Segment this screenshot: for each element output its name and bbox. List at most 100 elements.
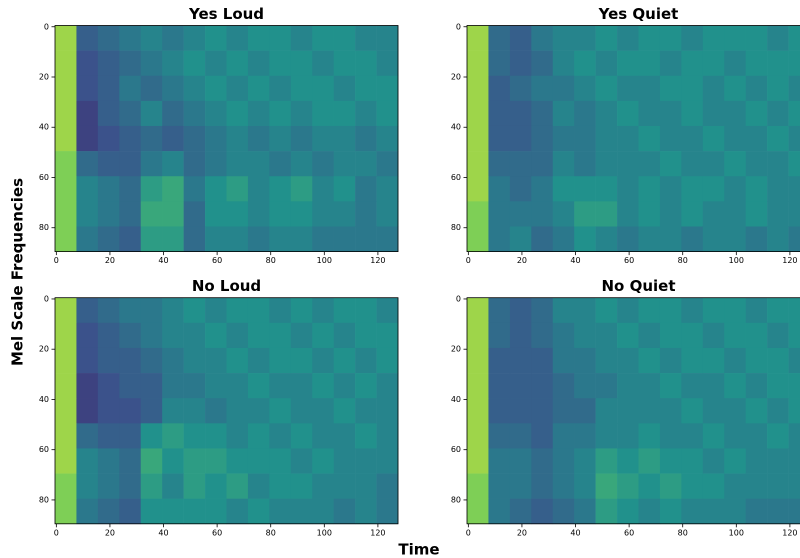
heatmap-cell bbox=[184, 226, 206, 251]
heatmap-cell bbox=[767, 126, 789, 151]
heatmap-cell bbox=[617, 201, 639, 226]
heatmap-cell bbox=[269, 226, 291, 251]
heatmap-cell bbox=[553, 176, 575, 201]
heatmap-cell bbox=[488, 176, 510, 201]
heatmap-cell bbox=[553, 126, 575, 151]
heatmap-cell bbox=[291, 298, 313, 323]
heatmap-cell bbox=[334, 176, 356, 201]
heatmap-cell bbox=[660, 398, 682, 423]
heatmap-cell bbox=[312, 348, 334, 373]
heatmap-cell bbox=[531, 398, 553, 423]
heatmap-cell bbox=[205, 26, 227, 51]
heatmap-cell bbox=[355, 176, 377, 201]
x-tick-label: 80 bbox=[678, 528, 688, 537]
heatmap-cell bbox=[660, 499, 682, 524]
heatmap-cell bbox=[205, 51, 227, 76]
chart-title: Yes Quiet bbox=[598, 5, 679, 23]
heatmap-cell bbox=[227, 423, 249, 448]
heatmap-cell bbox=[248, 323, 270, 348]
heatmap-cell bbox=[55, 323, 77, 348]
heatmap-cell bbox=[531, 448, 553, 473]
heatmap-cell bbox=[746, 448, 768, 473]
heatmap-cell bbox=[162, 126, 184, 151]
heatmap-cell bbox=[724, 26, 746, 51]
heatmap-cell bbox=[531, 423, 553, 448]
heatmap-cell bbox=[334, 474, 356, 499]
y-tick-label: 0 bbox=[44, 22, 49, 31]
heatmap-cell bbox=[76, 201, 98, 226]
heatmap-cell bbox=[205, 499, 227, 524]
heatmap-cell bbox=[227, 226, 249, 251]
x-tick-label: 60 bbox=[212, 528, 222, 537]
heatmap-cell bbox=[76, 126, 98, 151]
x-tick-label: 0 bbox=[54, 528, 59, 537]
x-tick-label: 100 bbox=[729, 256, 744, 265]
heatmap-cell bbox=[767, 151, 789, 176]
heatmap-cell bbox=[767, 448, 789, 473]
heatmap-cell bbox=[510, 499, 532, 524]
heatmap-cell bbox=[553, 201, 575, 226]
heatmap-cell bbox=[141, 398, 163, 423]
heatmap-cell bbox=[312, 76, 334, 101]
heatmap-cell bbox=[55, 298, 77, 323]
heatmap-cell bbox=[377, 226, 399, 251]
heatmap-cell bbox=[703, 201, 725, 226]
heatmap-cell bbox=[596, 348, 618, 373]
heatmap-cell bbox=[291, 348, 313, 373]
heatmap-cell bbox=[291, 76, 313, 101]
heatmap-cell bbox=[312, 101, 334, 126]
heatmap-cell bbox=[746, 298, 768, 323]
heatmap-cell bbox=[355, 348, 377, 373]
heatmap-cell bbox=[248, 348, 270, 373]
heatmap-cell bbox=[76, 76, 98, 101]
heatmap-cell bbox=[681, 448, 703, 473]
heatmap-cell bbox=[334, 298, 356, 323]
heatmap-cell bbox=[119, 51, 141, 76]
heatmap-cell bbox=[119, 348, 141, 373]
heatmap-cell bbox=[746, 423, 768, 448]
heatmap-cell bbox=[660, 448, 682, 473]
heatmap-cell bbox=[227, 323, 249, 348]
heatmap-cell bbox=[291, 226, 313, 251]
heatmap-cell bbox=[531, 373, 553, 398]
x-tick-label: 100 bbox=[317, 256, 332, 265]
heatmap-cell bbox=[269, 348, 291, 373]
heatmap-cell bbox=[724, 298, 746, 323]
heatmap-cell bbox=[789, 176, 800, 201]
heatmap-cell bbox=[76, 226, 98, 251]
heatmap-cell bbox=[312, 26, 334, 51]
heatmap-cell bbox=[488, 226, 510, 251]
heatmap-cell bbox=[596, 323, 618, 348]
heatmap-cell bbox=[55, 51, 77, 76]
y-tick-label: 40 bbox=[451, 395, 461, 404]
heatmap-cell bbox=[141, 348, 163, 373]
heatmap-cell bbox=[789, 298, 800, 323]
heatmap-cell bbox=[205, 448, 227, 473]
heatmap-cell bbox=[467, 76, 489, 101]
heatmap-cell bbox=[355, 201, 377, 226]
heatmap-cell bbox=[227, 176, 249, 201]
heatmap-cell bbox=[488, 101, 510, 126]
heatmap-cell bbox=[531, 101, 553, 126]
heatmap-cell bbox=[334, 373, 356, 398]
heatmap-cell bbox=[703, 26, 725, 51]
heatmap-cell bbox=[767, 298, 789, 323]
y-tick-label: 80 bbox=[451, 223, 461, 232]
heatmap-cell bbox=[377, 176, 399, 201]
heatmap-cell bbox=[119, 323, 141, 348]
heatmap-cell bbox=[467, 201, 489, 226]
heatmap-cell bbox=[724, 76, 746, 101]
heatmap-cell bbox=[334, 398, 356, 423]
heatmap-cell bbox=[334, 201, 356, 226]
heatmap-cell bbox=[162, 76, 184, 101]
heatmap-cell bbox=[639, 298, 661, 323]
heatmap-cell bbox=[681, 151, 703, 176]
heatmap-cell bbox=[789, 323, 800, 348]
heatmap-cell bbox=[467, 323, 489, 348]
heatmap-cell bbox=[510, 51, 532, 76]
y-tick-label: 60 bbox=[451, 445, 461, 454]
heatmap-cell bbox=[98, 176, 120, 201]
heatmap-cell bbox=[377, 201, 399, 226]
heatmap-cell bbox=[248, 423, 270, 448]
heatmap-cell bbox=[162, 101, 184, 126]
